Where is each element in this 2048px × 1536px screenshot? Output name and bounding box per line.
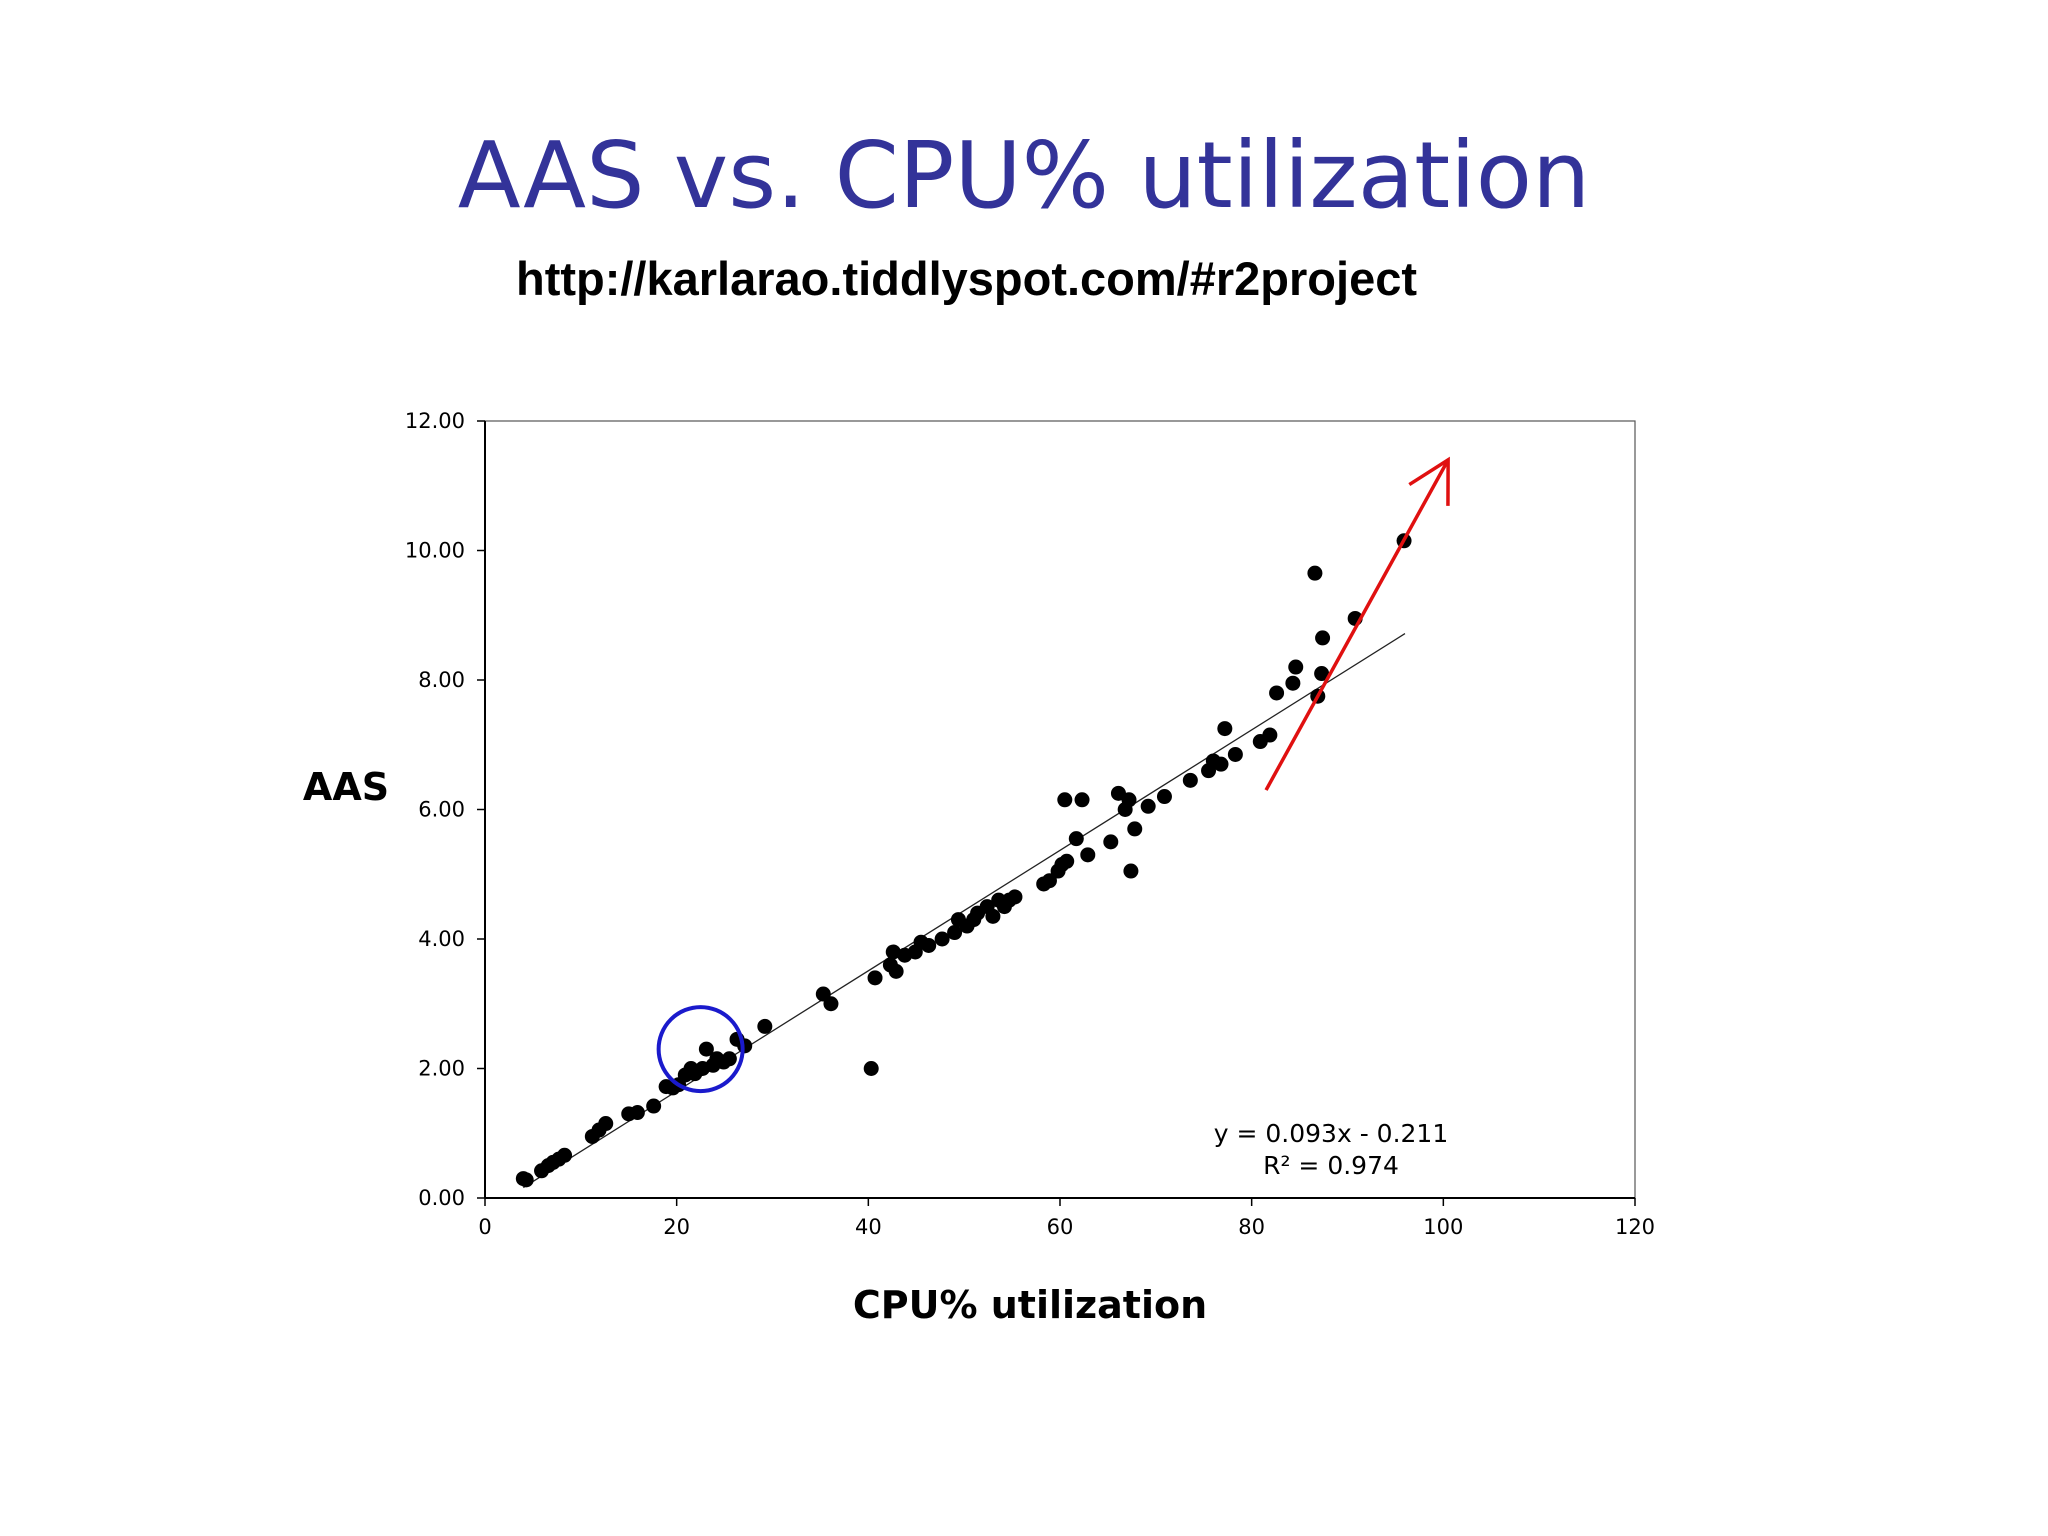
y-tick-label: 10.00 <box>405 539 465 563</box>
trendline-group <box>522 633 1406 1189</box>
data-point <box>698 1041 714 1057</box>
highlight-circle <box>656 1005 745 1094</box>
slide-title: AAS vs. CPU% utilization <box>457 122 1591 229</box>
data-point <box>1262 727 1278 743</box>
data-point <box>934 931 950 947</box>
y-tick-label: 4.00 <box>418 927 465 951</box>
y-tick-label: 2.00 <box>418 1057 465 1081</box>
data-point <box>1080 847 1096 863</box>
plot-border <box>484 420 1636 1199</box>
data-point <box>1103 834 1119 850</box>
data-point <box>1213 756 1229 772</box>
x-tick-label: 20 <box>663 1215 690 1239</box>
data-point <box>921 937 937 953</box>
x-axis-title: CPU% utilization <box>853 1283 1207 1327</box>
plot-area <box>484 420 1636 1199</box>
y-tick-label: 0.00 <box>418 1186 465 1210</box>
data-point <box>823 996 839 1012</box>
trendline <box>522 633 1406 1189</box>
y-axis-title: AAS <box>303 765 389 809</box>
data-point <box>1123 863 1139 879</box>
data-point <box>1307 565 1323 581</box>
annotations <box>656 456 1450 1094</box>
data-point <box>1269 685 1285 701</box>
trendline-r-squared: R² = 0.974 <box>1263 1151 1399 1180</box>
data-point <box>1007 889 1023 905</box>
y-tick-label: 12.00 <box>405 409 465 433</box>
data-point <box>557 1147 573 1163</box>
y-tick-label: 6.00 <box>418 798 465 822</box>
data-point <box>863 1061 879 1076</box>
data-point <box>629 1105 645 1121</box>
data-point <box>721 1051 737 1067</box>
data-points <box>515 533 1412 1188</box>
data-point <box>1140 798 1156 814</box>
data-point <box>518 1172 534 1188</box>
data-point <box>985 908 1001 924</box>
data-point <box>1182 772 1198 788</box>
x-tick-label: 40 <box>855 1215 882 1239</box>
data-point <box>867 970 883 986</box>
x-tick-label: 0 <box>478 1215 491 1239</box>
data-point <box>1074 792 1090 808</box>
data-point <box>1057 792 1073 808</box>
x-axis: 0 20 40 60 80 100 120 <box>478 1198 1655 1239</box>
x-tick-label: 60 <box>1047 1215 1074 1239</box>
data-point <box>598 1116 614 1132</box>
data-point <box>1314 666 1330 682</box>
data-point <box>1288 659 1304 675</box>
data-point <box>646 1098 662 1114</box>
trend-arrow-head <box>1408 456 1450 506</box>
data-point <box>885 944 901 960</box>
trendline-equation: y = 0.093x - 0.211 <box>1214 1119 1449 1148</box>
data-point <box>737 1038 753 1054</box>
data-point <box>888 963 904 979</box>
data-point <box>1068 831 1084 847</box>
data-point <box>1059 853 1075 869</box>
x-tick-label: 100 <box>1423 1215 1463 1239</box>
trend-arrow-shaft <box>1264 459 1450 791</box>
slide-subtitle-url[interactable]: http://karlarao.tiddlyspot.com/#r2projec… <box>516 252 1418 305</box>
data-point <box>1127 821 1143 837</box>
data-point <box>1156 789 1172 805</box>
data-point <box>1217 721 1233 737</box>
x-tick-label: 120 <box>1615 1215 1655 1239</box>
data-point <box>1041 873 1057 889</box>
data-point <box>1227 746 1243 762</box>
y-axis: 0.00 2.00 4.00 6.00 8.00 10.00 12.00 <box>405 409 485 1210</box>
data-point <box>757 1018 773 1034</box>
data-point <box>1315 630 1331 646</box>
data-point <box>1121 792 1137 808</box>
y-tick-label: 8.00 <box>418 668 465 692</box>
data-point <box>1285 675 1301 691</box>
data-point <box>947 925 963 941</box>
x-tick-label: 80 <box>1238 1215 1265 1239</box>
